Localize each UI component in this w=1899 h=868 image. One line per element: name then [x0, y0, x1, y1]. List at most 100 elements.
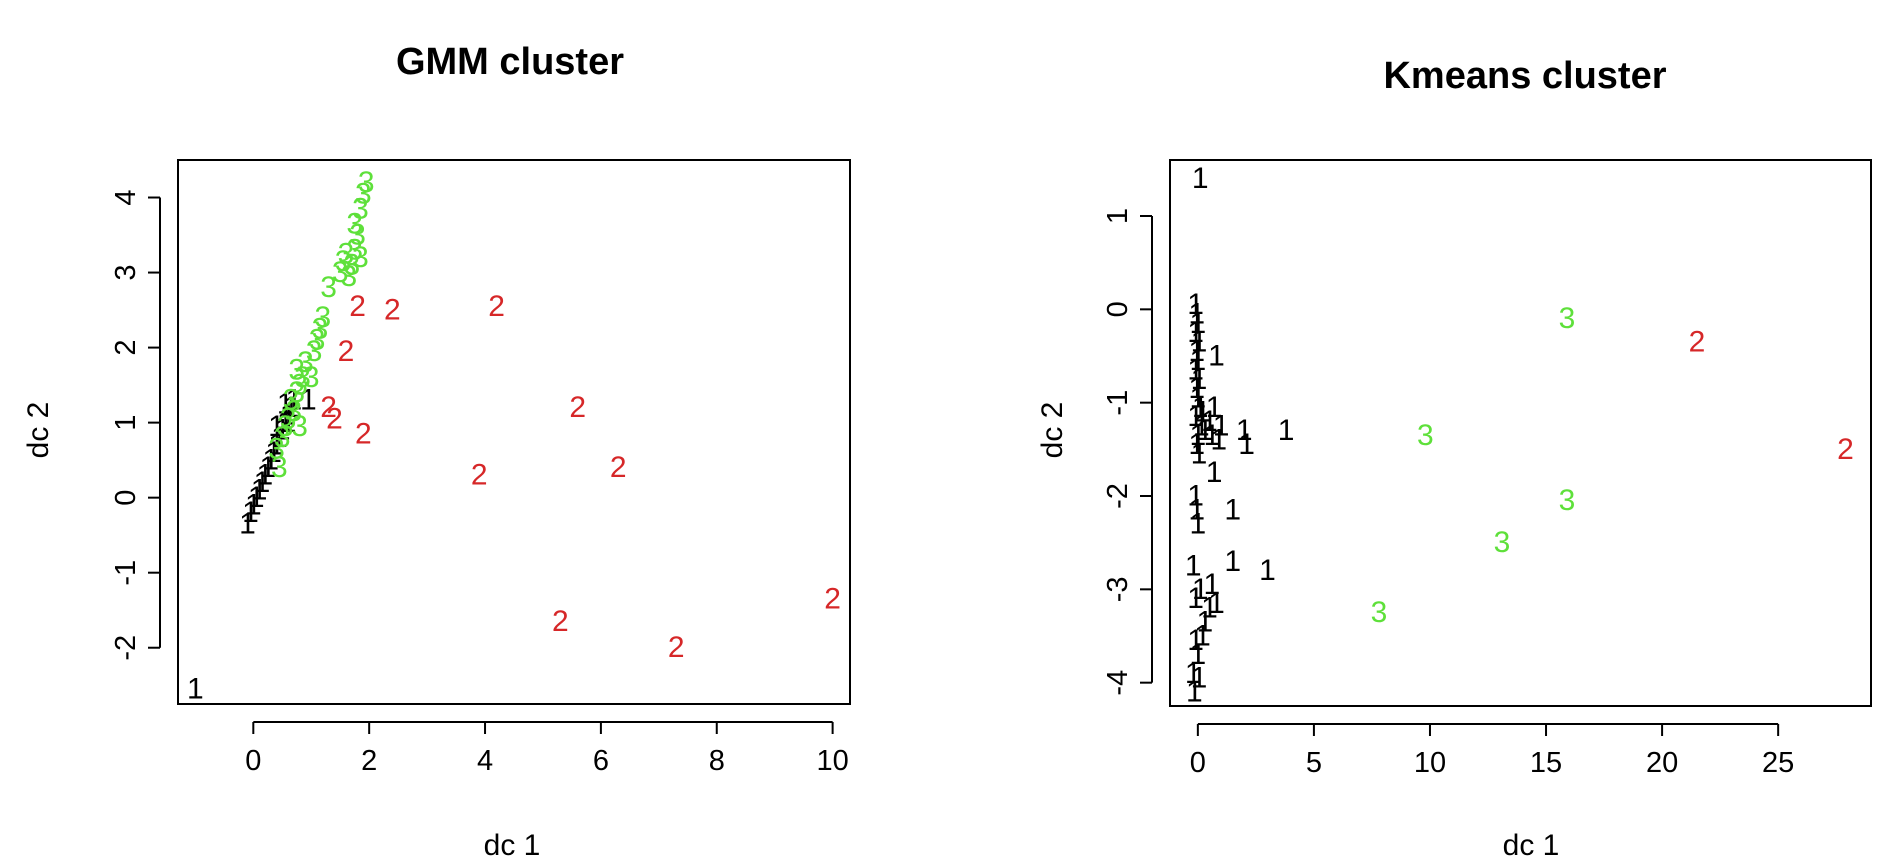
data-point-cluster-2: 2: [668, 631, 685, 664]
data-point-cluster-3: 3: [341, 260, 358, 293]
y-tick-label: 3: [110, 264, 142, 280]
x-tick-label: 2: [361, 745, 377, 777]
data-point-cluster-1: 1: [1196, 606, 1213, 639]
data-point-cluster-1: 1: [1196, 414, 1213, 447]
data-point-cluster-1: 1: [1187, 400, 1204, 433]
data-point-cluster-1: 1: [1191, 326, 1208, 359]
data-point-cluster-2: 2: [471, 459, 488, 492]
x-axis-label: dc 1: [484, 829, 541, 862]
data-point-cluster-1: 1: [1190, 419, 1207, 452]
data-point-cluster-1: 1: [1186, 676, 1203, 709]
data-point-cluster-1: 1: [1192, 162, 1209, 195]
y-axis-label: dc 2: [1036, 402, 1069, 459]
plot-frame: [1169, 159, 1872, 707]
y-tick-label: -3: [1102, 576, 1134, 602]
y-tick-label: 4: [110, 189, 142, 205]
data-point-cluster-1: 1: [1188, 494, 1205, 527]
x-tick-label: 15: [1530, 747, 1562, 779]
data-point-cluster-1: 1: [277, 387, 294, 420]
data-point-cluster-1: 1: [1201, 405, 1218, 438]
data-point-cluster-3: 3: [349, 219, 366, 252]
data-point-cluster-1: 1: [300, 384, 317, 417]
data-point-cluster-3: 3: [268, 432, 285, 465]
data-point-cluster-1: 1: [1224, 494, 1241, 527]
data-point-cluster-2: 2: [384, 294, 401, 327]
data-point-cluster-1: 1: [1185, 550, 1202, 583]
data-point-cluster-2: 2: [1689, 326, 1706, 359]
data-point-cluster-3: 3: [294, 361, 311, 394]
data-point-cluster-3: 3: [1559, 302, 1576, 335]
data-point-cluster-1: 1: [257, 459, 274, 492]
data-point-cluster-2: 2: [569, 391, 586, 424]
data-point-cluster-1: 1: [268, 410, 285, 443]
y-axis: -4 -3 -2 -1 0 1: [1102, 208, 1153, 696]
data-point-cluster-1: 1: [187, 672, 204, 705]
chart-title: GMM cluster: [396, 41, 624, 83]
data-point-cluster-1: 1: [1187, 480, 1204, 513]
data-point-cluster-1: 1: [1190, 508, 1207, 541]
data-point-cluster-1: 1: [271, 421, 288, 454]
data-point-cluster-1: 1: [1190, 638, 1207, 671]
data-point-cluster-3: 3: [320, 271, 337, 304]
data-point-cluster-1: 1: [1192, 573, 1209, 606]
data-point-cluster-1: 1: [1190, 382, 1207, 415]
data-point-cluster-1: 1: [1194, 620, 1211, 653]
data-point-cluster-3: 3: [332, 256, 349, 289]
data-point-cluster-3: 3: [358, 166, 375, 199]
y-tick-label: -2: [110, 635, 142, 661]
data-point-cluster-1: 1: [239, 507, 256, 540]
data-point-cluster-1: 1: [1203, 568, 1220, 601]
data-point-cluster-1: 1: [1187, 582, 1204, 615]
data-point-cluster-1: 1: [1208, 587, 1225, 620]
data-point-cluster-3: 3: [288, 376, 305, 409]
data-point-cluster-1: 1: [1188, 372, 1205, 405]
data-point-cluster-1: 1: [248, 481, 265, 514]
data-point-cluster-1: 1: [1238, 428, 1255, 461]
data-point-cluster-2: 2: [338, 335, 355, 368]
y-tick-label: -1: [1102, 390, 1134, 416]
data-point-cluster-3: 3: [286, 395, 303, 428]
data-point-cluster-3: 3: [343, 249, 360, 282]
x-tick-label: 6: [593, 745, 609, 777]
y-tick-label: 0: [110, 490, 142, 506]
data-point-cluster-3: 3: [338, 237, 355, 270]
data-point-cluster-1: 1: [1188, 428, 1205, 461]
data-point-cluster-3: 3: [291, 410, 308, 443]
data-point-cluster-1: 1: [1192, 391, 1209, 424]
x-axis: 0 5 10 15 20 25: [1190, 723, 1794, 779]
x-tick-label: 0: [1190, 747, 1206, 779]
data-point-cluster-3: 3: [346, 234, 363, 267]
data-point-cluster-3: 3: [291, 369, 308, 402]
data-point-cluster-1: 1: [277, 406, 294, 439]
data-point-cluster-3: 3: [274, 421, 291, 454]
data-point-cluster-3: 3: [346, 207, 363, 240]
data-point-cluster-1: 1: [265, 436, 282, 469]
data-point-cluster-1: 1: [1190, 307, 1207, 340]
points-layer: 1111111111111111111111333333333333333333…: [187, 166, 841, 705]
y-axis-label: dc 2: [22, 402, 55, 459]
y-tick-label: 1: [110, 415, 142, 431]
data-point-cluster-1: 1: [286, 384, 303, 417]
data-point-cluster-1: 1: [268, 429, 285, 462]
data-point-cluster-3: 3: [352, 192, 369, 225]
data-point-cluster-1: 1: [1187, 288, 1204, 321]
data-point-cluster-2: 2: [610, 451, 627, 484]
data-point-cluster-1: 1: [254, 466, 271, 499]
data-point-cluster-3: 3: [303, 361, 320, 394]
x-tick-label: 8: [709, 745, 725, 777]
x-tick-label: 0: [245, 745, 261, 777]
data-point-cluster-2: 2: [349, 290, 366, 323]
data-point-cluster-1: 1: [1224, 545, 1241, 578]
data-point-cluster-1: 1: [1188, 298, 1205, 331]
x-tick-label: 20: [1646, 747, 1678, 779]
data-point-cluster-2: 2: [326, 402, 343, 435]
x-axis-label: dc 1: [1503, 829, 1560, 862]
data-point-cluster-3: 3: [309, 324, 326, 357]
data-point-cluster-1: 1: [1213, 410, 1230, 443]
data-point-cluster-1: 1: [1187, 624, 1204, 657]
data-point-cluster-3: 3: [271, 451, 288, 484]
data-point-cluster-3: 3: [1371, 596, 1388, 629]
data-point-cluster-3: 3: [314, 301, 331, 334]
chart-title: Kmeans cluster: [1383, 55, 1666, 97]
